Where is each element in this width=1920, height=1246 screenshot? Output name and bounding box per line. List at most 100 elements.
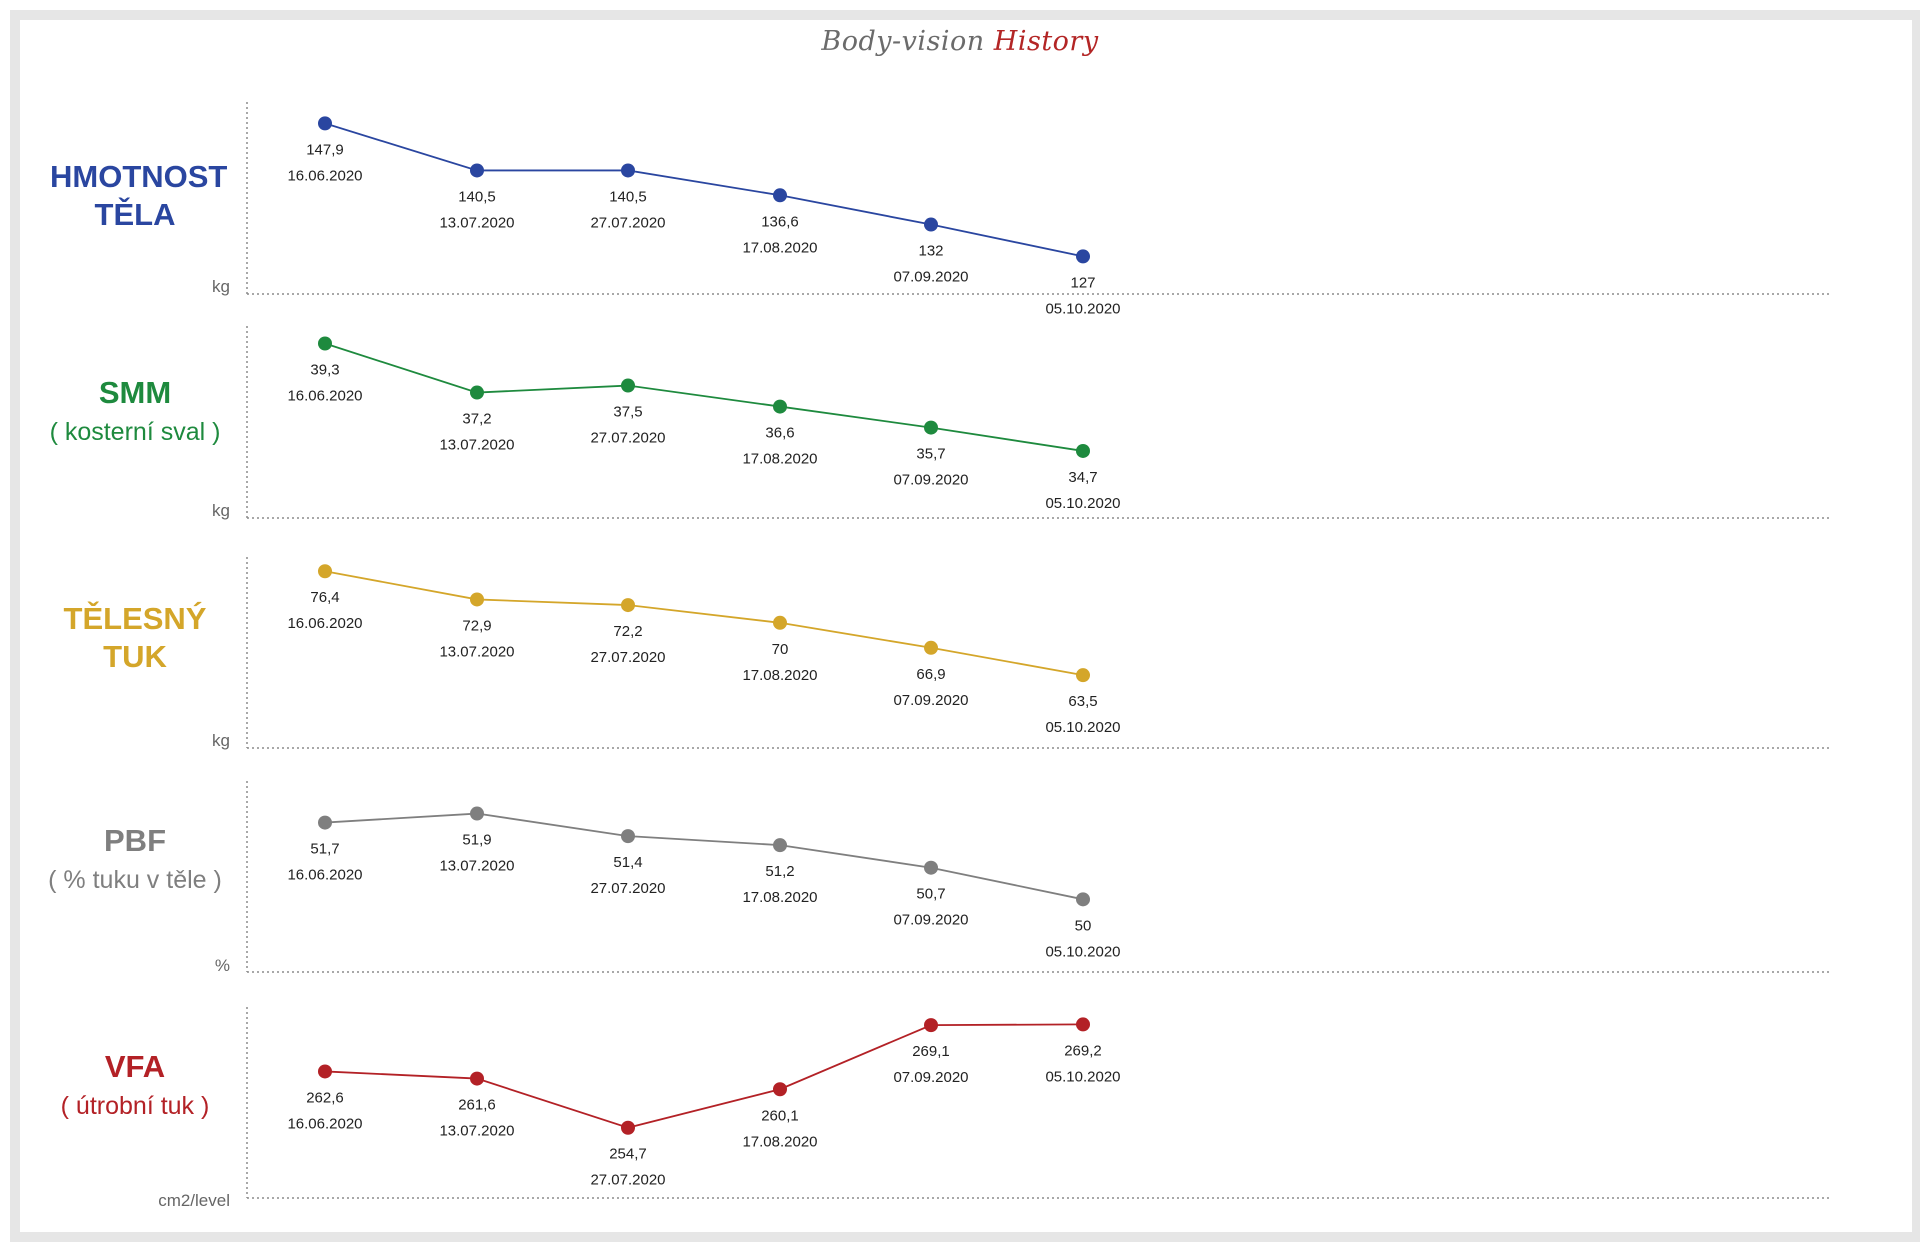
date-label: 13.07.2020 bbox=[439, 643, 514, 660]
date-label: 05.10.2020 bbox=[1045, 300, 1120, 317]
date-label: 16.06.2020 bbox=[287, 615, 362, 632]
data-point bbox=[924, 217, 938, 232]
date-label: 13.07.2020 bbox=[439, 1123, 514, 1140]
date-label: 07.09.2020 bbox=[893, 269, 968, 286]
panel-title: PBF bbox=[104, 823, 166, 858]
date-label: 13.07.2020 bbox=[439, 437, 514, 454]
date-label: 07.09.2020 bbox=[893, 692, 968, 709]
panel-label-pbf: PBF ( % tuku v těle ) bbox=[20, 822, 250, 898]
date-label: 17.08.2020 bbox=[742, 451, 817, 468]
data-label: 36,6 bbox=[765, 425, 794, 442]
data-label: 254,7 bbox=[609, 1146, 647, 1163]
date-label: 13.07.2020 bbox=[439, 858, 514, 875]
date-label: 05.10.2020 bbox=[1045, 943, 1120, 960]
data-label: 70 bbox=[772, 641, 789, 658]
data-label: 269,1 bbox=[912, 1043, 950, 1060]
series-line-weight bbox=[324, 122, 1084, 258]
data-point bbox=[773, 615, 787, 630]
unit-label-pbf: % bbox=[214, 956, 230, 975]
date-label: 07.09.2020 bbox=[893, 912, 968, 929]
date-label: 05.10.2020 bbox=[1045, 1068, 1120, 1085]
data-point bbox=[470, 592, 484, 607]
series-line-pbf bbox=[324, 812, 1084, 901]
data-label: 39,3 bbox=[310, 362, 339, 379]
data-label: 147,9 bbox=[306, 141, 344, 158]
data-label: 72,9 bbox=[462, 617, 491, 634]
date-label: 16.06.2020 bbox=[287, 167, 362, 184]
data-point bbox=[773, 188, 787, 203]
data-label: 34,7 bbox=[1068, 469, 1097, 486]
data-label: 260,1 bbox=[761, 1107, 799, 1124]
date-label: 27.07.2020 bbox=[590, 430, 665, 447]
data-label: 136,6 bbox=[761, 213, 799, 230]
panel-label-weight: HMOTNOST TĚLA bbox=[20, 158, 250, 234]
data-label: 72,2 bbox=[613, 623, 642, 640]
panel-subtitle: ( kosterní sval ) bbox=[49, 418, 221, 446]
date-label: 17.08.2020 bbox=[742, 667, 817, 684]
chart-title: Body-vision History bbox=[0, 26, 1920, 57]
data-point bbox=[318, 564, 332, 579]
data-label: 35,7 bbox=[916, 446, 945, 463]
data-point bbox=[1076, 249, 1090, 264]
data-label: 50 bbox=[1075, 917, 1092, 934]
panel-subtitle: ( % tuku v těle ) bbox=[48, 866, 222, 894]
data-point bbox=[1076, 1017, 1090, 1032]
chart-frame bbox=[10, 10, 1920, 1242]
data-point bbox=[470, 806, 484, 821]
date-label: 27.07.2020 bbox=[590, 1172, 665, 1189]
data-label: 66,9 bbox=[916, 666, 945, 683]
panel-title: VFA bbox=[104, 1049, 166, 1084]
series-line-vfa bbox=[324, 1023, 1084, 1129]
data-point bbox=[621, 598, 635, 613]
data-point bbox=[621, 378, 635, 393]
series-line-smm bbox=[324, 342, 1084, 452]
data-point bbox=[773, 1082, 787, 1097]
date-label: 27.07.2020 bbox=[590, 214, 665, 231]
date-label: 05.10.2020 bbox=[1045, 495, 1120, 512]
date-label: 16.06.2020 bbox=[287, 388, 362, 405]
date-label: 17.08.2020 bbox=[742, 889, 817, 906]
date-label: 16.06.2020 bbox=[287, 1115, 362, 1132]
data-point bbox=[470, 1071, 484, 1086]
unit-label-smm: kg bbox=[212, 501, 230, 520]
data-label: 51,9 bbox=[462, 832, 491, 849]
data-point bbox=[318, 116, 332, 131]
unit-label-fat: kg bbox=[212, 731, 230, 750]
panel-title: TĚLESNÝ TUK bbox=[63, 601, 207, 674]
data-label: 261,6 bbox=[458, 1097, 496, 1114]
data-label: 269,2 bbox=[1064, 1042, 1102, 1059]
series-line-fat bbox=[324, 570, 1084, 677]
date-label: 13.07.2020 bbox=[439, 214, 514, 231]
data-label: 127 bbox=[1070, 274, 1095, 291]
date-label: 27.07.2020 bbox=[590, 880, 665, 897]
data-label: 51,4 bbox=[613, 854, 642, 871]
title-part-history: History bbox=[993, 26, 1099, 57]
data-label: 262,6 bbox=[306, 1089, 344, 1106]
data-label: 140,5 bbox=[609, 188, 647, 205]
data-point bbox=[318, 336, 332, 351]
data-label: 140,5 bbox=[458, 188, 496, 205]
data-point bbox=[773, 838, 787, 853]
data-label: 51,7 bbox=[310, 841, 339, 858]
data-point bbox=[621, 1120, 635, 1135]
unit-label-vfa: cm2/level bbox=[158, 1191, 230, 1210]
data-point bbox=[924, 640, 938, 655]
panel-label-fat: TĚLESNÝ TUK bbox=[20, 600, 250, 676]
date-label: 16.06.2020 bbox=[287, 867, 362, 884]
data-point bbox=[773, 399, 787, 414]
data-label: 76,4 bbox=[310, 589, 339, 606]
data-point bbox=[1076, 668, 1090, 683]
panel-title: SMM bbox=[98, 375, 172, 410]
data-point bbox=[470, 385, 484, 400]
data-point bbox=[1076, 892, 1090, 907]
data-point bbox=[318, 1064, 332, 1079]
date-label: 07.09.2020 bbox=[893, 472, 968, 489]
panel-label-smm: SMM ( kosterní sval ) bbox=[20, 374, 250, 450]
data-label: 51,2 bbox=[765, 863, 794, 880]
data-label: 132 bbox=[918, 243, 943, 260]
panel-label-vfa: VFA ( útrobní tuk ) bbox=[20, 1048, 250, 1124]
data-point bbox=[621, 829, 635, 844]
data-point bbox=[924, 860, 938, 875]
panel-subtitle: ( útrobní tuk ) bbox=[60, 1092, 210, 1120]
